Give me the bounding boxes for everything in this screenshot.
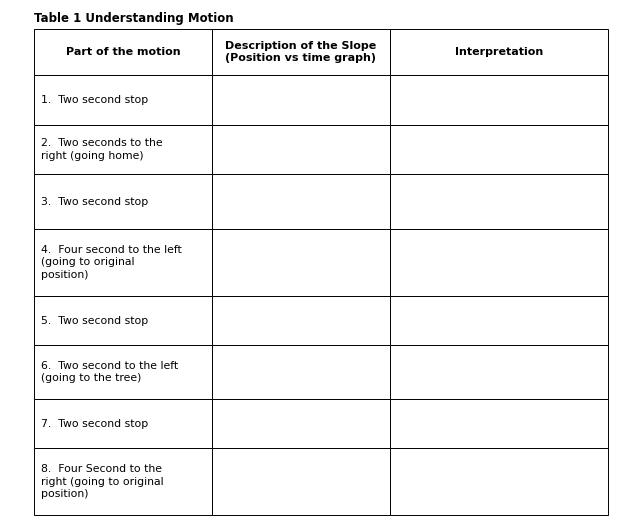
Bar bbox=[390, 124, 608, 174]
Text: Table 1 Understanding Motion: Table 1 Understanding Motion bbox=[34, 12, 234, 25]
Bar bbox=[34, 295, 212, 345]
Bar bbox=[212, 75, 390, 124]
Bar bbox=[34, 75, 212, 124]
Text: 1.  Two second stop: 1. Two second stop bbox=[41, 95, 149, 105]
Text: 8.  Four Second to the
right (going to original
position): 8. Four Second to the right (going to or… bbox=[41, 464, 164, 499]
Text: Part of the motion: Part of the motion bbox=[65, 47, 180, 57]
Text: 7.  Two second stop: 7. Two second stop bbox=[41, 418, 149, 429]
Bar bbox=[34, 174, 212, 229]
Bar bbox=[34, 29, 212, 75]
Bar bbox=[390, 75, 608, 124]
Bar bbox=[212, 345, 390, 399]
Bar bbox=[390, 174, 608, 229]
Bar bbox=[34, 448, 212, 515]
Bar bbox=[34, 124, 212, 174]
Text: Description of the Slope
(Position vs time graph): Description of the Slope (Position vs ti… bbox=[225, 41, 376, 63]
Text: 6.  Two second to the left
(going to the tree): 6. Two second to the left (going to the … bbox=[41, 361, 178, 383]
Text: Interpretation: Interpretation bbox=[455, 47, 543, 57]
Bar bbox=[390, 399, 608, 448]
Bar bbox=[212, 29, 390, 75]
Text: 3.  Two second stop: 3. Two second stop bbox=[41, 197, 149, 207]
Bar bbox=[390, 345, 608, 399]
Bar bbox=[390, 295, 608, 345]
Bar bbox=[212, 174, 390, 229]
Bar bbox=[212, 295, 390, 345]
Text: 5.  Two second stop: 5. Two second stop bbox=[41, 315, 149, 325]
Bar bbox=[212, 124, 390, 174]
Text: 2.  Two seconds to the
right (going home): 2. Two seconds to the right (going home) bbox=[41, 139, 163, 161]
Bar bbox=[34, 229, 212, 295]
Text: 4.  Four second to the left
(going to original
position): 4. Four second to the left (going to ori… bbox=[41, 245, 182, 280]
Bar bbox=[390, 229, 608, 295]
Bar bbox=[390, 29, 608, 75]
Bar bbox=[212, 229, 390, 295]
Bar bbox=[34, 345, 212, 399]
Bar bbox=[34, 399, 212, 448]
Bar bbox=[212, 399, 390, 448]
Bar bbox=[390, 448, 608, 515]
Bar bbox=[212, 448, 390, 515]
